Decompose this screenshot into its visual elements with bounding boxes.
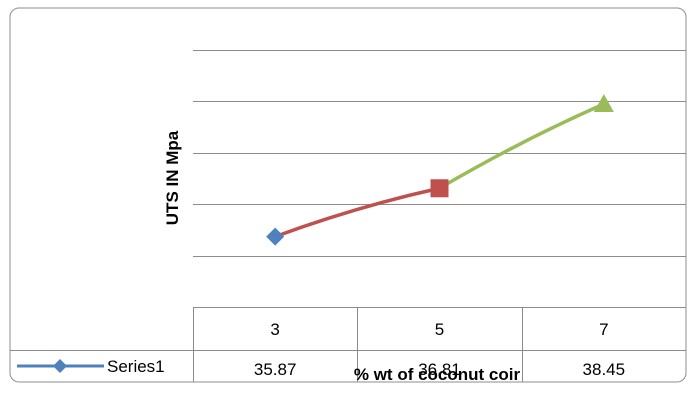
data-point bbox=[266, 227, 285, 246]
legend-marker bbox=[53, 359, 67, 373]
series-layer bbox=[266, 93, 614, 246]
legend-label: Series1 bbox=[107, 357, 165, 376]
data-table-value: 36.81 bbox=[418, 360, 461, 379]
data-point bbox=[430, 179, 449, 198]
x-tick-label: 3 bbox=[270, 320, 279, 339]
y-axis-label: UTS IN Mpa bbox=[163, 130, 182, 225]
data-point bbox=[593, 93, 614, 112]
series-line-segment bbox=[437, 102, 606, 191]
data-table: 3 5 7 35.87 36.81 38.45 Series1 bbox=[10, 307, 686, 382]
x-tick-label: 5 bbox=[435, 320, 444, 339]
data-table-value: 35.87 bbox=[254, 360, 297, 379]
x-axis-label: % wt of coconut coir bbox=[354, 365, 521, 384]
chart-frame bbox=[9, 7, 687, 383]
data-table-value: 38.45 bbox=[583, 360, 626, 379]
series-line-segment bbox=[273, 186, 442, 239]
x-tick-label: 7 bbox=[599, 320, 608, 339]
